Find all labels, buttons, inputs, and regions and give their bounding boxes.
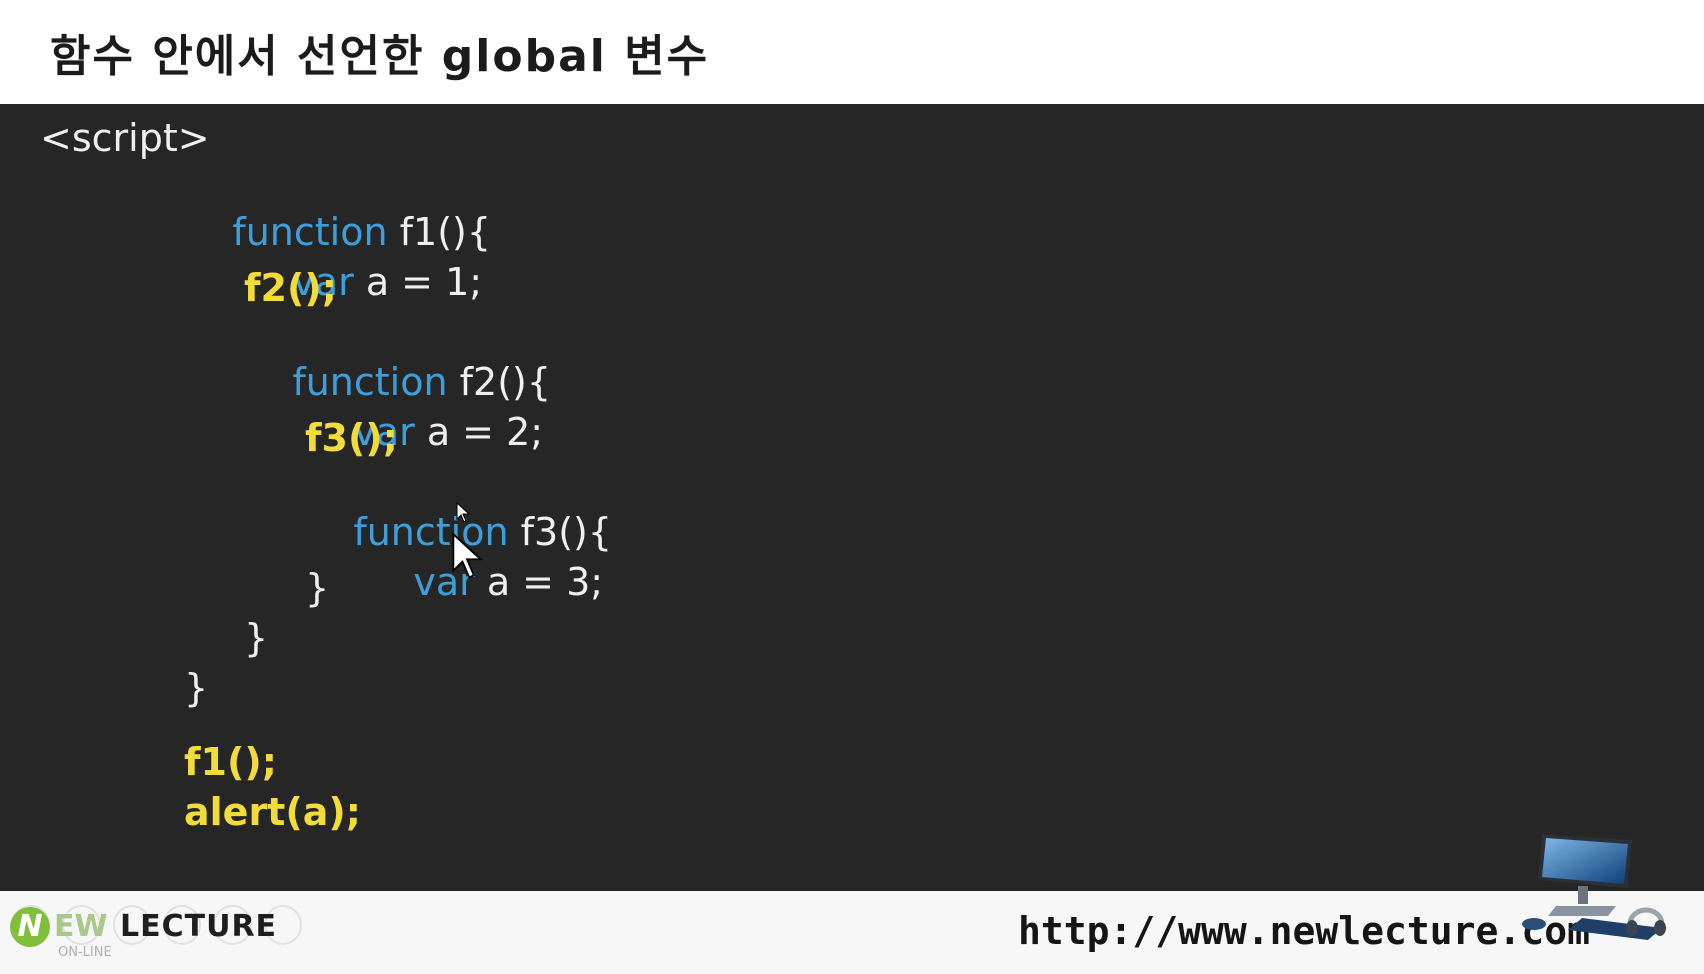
code-line-6: var a = 2;	[305, 366, 543, 498]
code-line-12: }	[184, 666, 209, 710]
cursor-arrow-icon	[456, 502, 470, 523]
code-text: a = 1;	[353, 260, 483, 304]
code-text: f1(){	[387, 210, 492, 254]
code-line-14: alert(a);	[184, 790, 361, 834]
brand-n-icon: N	[10, 907, 50, 947]
code-text: a = 2;	[414, 410, 544, 454]
site-url: http://www.newlecture.com	[1018, 909, 1590, 953]
code-line-13: f1();	[184, 740, 277, 784]
code-text: a = 3;	[474, 560, 604, 604]
control-icon[interactable]	[162, 905, 202, 945]
keyword: function	[292, 360, 448, 404]
player-controls	[12, 905, 302, 945]
code-line-3: var a = 1;	[244, 216, 482, 348]
slide-title: 함수 안에서 선언한 global 변수	[50, 31, 710, 82]
control-icon[interactable]	[112, 905, 151, 945]
keyword: function	[232, 210, 388, 254]
control-icon[interactable]	[263, 905, 302, 945]
code-line-7: f3();	[305, 416, 398, 460]
code-line-10: }	[305, 566, 330, 610]
brand-subtitle: ON-LINE	[58, 945, 112, 960]
cursor-arrow-icon	[452, 532, 483, 579]
keyword: var	[353, 410, 415, 454]
computer-icon	[1522, 834, 1666, 940]
code-line-1: <script>	[40, 116, 210, 160]
code-panel: <script> function f1(){ var a = 1; f2();…	[0, 104, 1704, 891]
title-bar: 함수 안에서 선언한 global 변수	[0, 0, 1704, 104]
footer: N EW LECTURE ON-LINE http://www.newlectu…	[0, 891, 1704, 974]
code-line-5: function f2(){	[244, 316, 551, 448]
code-line-9: var a = 3;	[365, 516, 603, 648]
control-icon[interactable]	[213, 905, 252, 945]
keyword: function	[353, 510, 509, 554]
brand-logo: N EW LECTURE ON-LINE	[10, 903, 310, 963]
code-text: f3(){	[508, 510, 613, 554]
keyword: var	[292, 260, 354, 304]
code-line-4: f2();	[244, 266, 337, 310]
control-icon[interactable]	[62, 905, 101, 945]
brand-lecture: LECTURE	[120, 909, 278, 944]
headset-icon	[1626, 907, 1666, 936]
code-line-2: function f1(){	[184, 166, 491, 298]
code-text: f2(){	[447, 360, 552, 404]
code-line-8: function f3(){	[305, 466, 612, 598]
brand-ew: EW	[54, 909, 108, 944]
code-line-11: }	[244, 616, 269, 660]
